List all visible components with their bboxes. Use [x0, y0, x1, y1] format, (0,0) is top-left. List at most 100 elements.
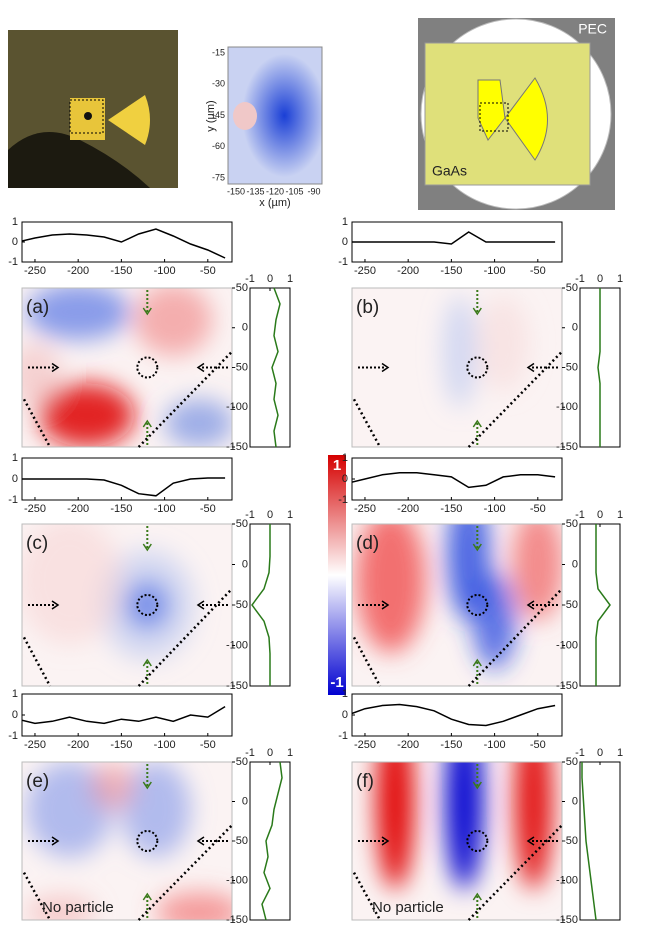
edge-line	[352, 871, 382, 921]
heatmap-blob	[442, 295, 478, 408]
arrow-head	[51, 600, 60, 610]
y-tick-label: -100	[226, 874, 248, 886]
inset-x-tick: -135	[246, 186, 264, 196]
profile-line	[352, 231, 556, 245]
panel-label: (d)	[356, 533, 379, 554]
edge-line	[22, 636, 52, 687]
inset-x-tick: -120	[266, 186, 284, 196]
y-tick-label: 0	[572, 322, 578, 334]
x-tick-label: -200	[67, 265, 89, 277]
arrow-head	[196, 836, 205, 846]
edge-line	[137, 824, 233, 921]
profile-line	[22, 477, 226, 497]
side-frame	[249, 761, 291, 921]
y-tick-label: -150	[226, 441, 248, 453]
y-tick-label: 50	[236, 756, 248, 768]
y-tick-label: -50	[232, 599, 248, 611]
heatmap-blobs	[376, 762, 553, 890]
x-tick-label: -100	[484, 503, 506, 515]
y-tick-label: 0	[242, 795, 248, 807]
profile-tick-label: 0	[342, 236, 348, 248]
side-tick-label: 1	[287, 747, 293, 759]
x-tick-label: -250	[24, 265, 46, 277]
arrow-head	[51, 836, 60, 846]
profile-tick-label: 1	[342, 452, 348, 464]
particle-circle	[466, 356, 489, 379]
x-tick-label: -150	[440, 503, 462, 515]
arrow-head	[196, 600, 205, 610]
heatmap-blob	[511, 524, 562, 621]
x-tick-label: -50	[200, 265, 216, 277]
arrow-head	[472, 307, 482, 316]
heatmap-blob	[477, 295, 530, 392]
colorbar-tick: -1	[330, 674, 343, 691]
edge-line	[352, 398, 382, 448]
inset-y-tick: -75	[212, 172, 225, 182]
colorbar-tick: 1	[333, 457, 341, 474]
profile-frame	[351, 693, 563, 737]
x-tick-label: -150	[110, 265, 132, 277]
side-tick-label: -1	[575, 509, 585, 521]
side-tick-label: 0	[597, 747, 603, 759]
y-tick-label: 0	[242, 322, 248, 334]
arrow-head	[472, 658, 482, 667]
edge-line	[352, 636, 382, 687]
arrow-head	[381, 600, 390, 610]
arrow-head	[51, 362, 60, 373]
x-tick-label: -150	[440, 265, 462, 277]
y-tick-label: -50	[562, 835, 578, 847]
y-tick-label: 50	[566, 756, 578, 768]
side-line	[271, 287, 281, 448]
arrow-head	[381, 836, 390, 846]
x-tick-label: -100	[154, 503, 176, 515]
x-tick-label: -200	[67, 739, 89, 751]
x-tick-label: -250	[354, 503, 376, 515]
heatmap	[22, 288, 232, 447]
profile-tick-label: 1	[342, 688, 348, 700]
particle-circle	[136, 594, 159, 616]
profile-tick-label: 1	[12, 216, 18, 228]
arrow-head	[472, 419, 482, 428]
panel-note: No particle	[42, 899, 114, 916]
side-line	[595, 524, 611, 686]
side-tick-label: -1	[245, 747, 255, 759]
heatmap-blob	[472, 573, 517, 670]
gaas-label: GaAs	[432, 163, 467, 179]
y-tick-label: 0	[572, 558, 578, 570]
inset-x-tick: -150	[227, 186, 245, 196]
edge-line	[22, 871, 52, 921]
heatmap	[352, 524, 562, 686]
y-tick-label: -50	[562, 599, 578, 611]
inset-map	[227, 46, 323, 185]
pec-label: PEC	[578, 21, 607, 37]
x-tick-label: -50	[530, 265, 546, 277]
side-tick-label: 1	[617, 509, 623, 521]
profile-tick-label: 0	[12, 473, 18, 485]
side-tick-label: 0	[267, 509, 273, 521]
arrow-head	[142, 781, 152, 790]
arrow-head	[526, 836, 535, 846]
inset-y-tick: -60	[212, 141, 225, 151]
y-tick-label: -150	[226, 680, 248, 692]
x-tick-label: -200	[397, 739, 419, 751]
heatmap-blob	[25, 288, 131, 340]
arrow-head	[142, 543, 152, 552]
x-tick-label: -150	[440, 739, 462, 751]
y-tick-label: -150	[556, 914, 578, 926]
side-line	[251, 524, 271, 686]
panel-label: (e)	[26, 771, 49, 792]
heatmap-blob	[121, 762, 191, 858]
heatmap-blob	[38, 383, 135, 447]
heatmap-blobs	[22, 288, 232, 447]
x-tick-label: -50	[530, 739, 546, 751]
heatmap-blob	[90, 762, 135, 810]
profile-frame	[21, 693, 233, 737]
side-tick-label: 0	[597, 273, 603, 285]
heatmap-blobs	[26, 762, 232, 920]
panel-note: No particle	[372, 899, 444, 916]
heatmap-blobs	[442, 295, 530, 408]
y-tick-label: -150	[556, 680, 578, 692]
y-tick-label: -50	[562, 361, 578, 373]
side-tick-label: 1	[617, 273, 623, 285]
